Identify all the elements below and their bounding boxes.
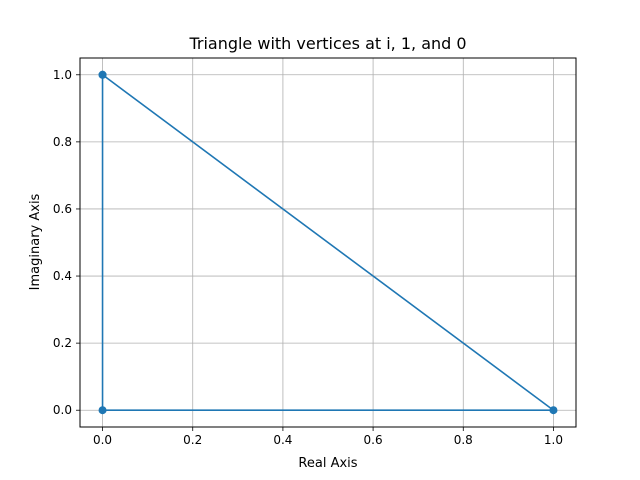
y-tick-label: 0.8: [53, 135, 72, 149]
data-point: [98, 70, 107, 79]
y-tick-label: 0.6: [53, 202, 72, 216]
y-tick-label: 0.0: [53, 403, 72, 417]
chart-title: Triangle with vertices at i, 1, and 0: [188, 34, 466, 53]
series-layer: [98, 70, 558, 415]
y-axis-label: Imaginary Axis: [28, 193, 43, 290]
x-tick-label: 0.0: [93, 433, 112, 447]
x-tick-label: 0.2: [183, 433, 202, 447]
x-tick-label: 0.4: [273, 433, 292, 447]
y-tick-layer: 0.0 0.2 0.4 0.6 0.8 1.0: [53, 68, 80, 417]
x-axis-label: Real Axis: [298, 456, 357, 471]
y-tick-label: 0.2: [53, 336, 72, 350]
x-tick-label: 0.6: [364, 433, 383, 447]
x-tick-layer: 0.0 0.2 0.4 0.6 0.8 1.0: [93, 427, 563, 447]
data-point: [98, 406, 107, 415]
y-tick-label: 0.4: [53, 269, 72, 283]
x-tick-label: 1.0: [544, 433, 563, 447]
plot-frame: [79, 57, 577, 428]
data-point: [549, 406, 558, 415]
series-line: [101, 74, 555, 412]
y-tick-label: 1.0: [53, 68, 72, 82]
x-tick-label: 0.8: [454, 433, 473, 447]
